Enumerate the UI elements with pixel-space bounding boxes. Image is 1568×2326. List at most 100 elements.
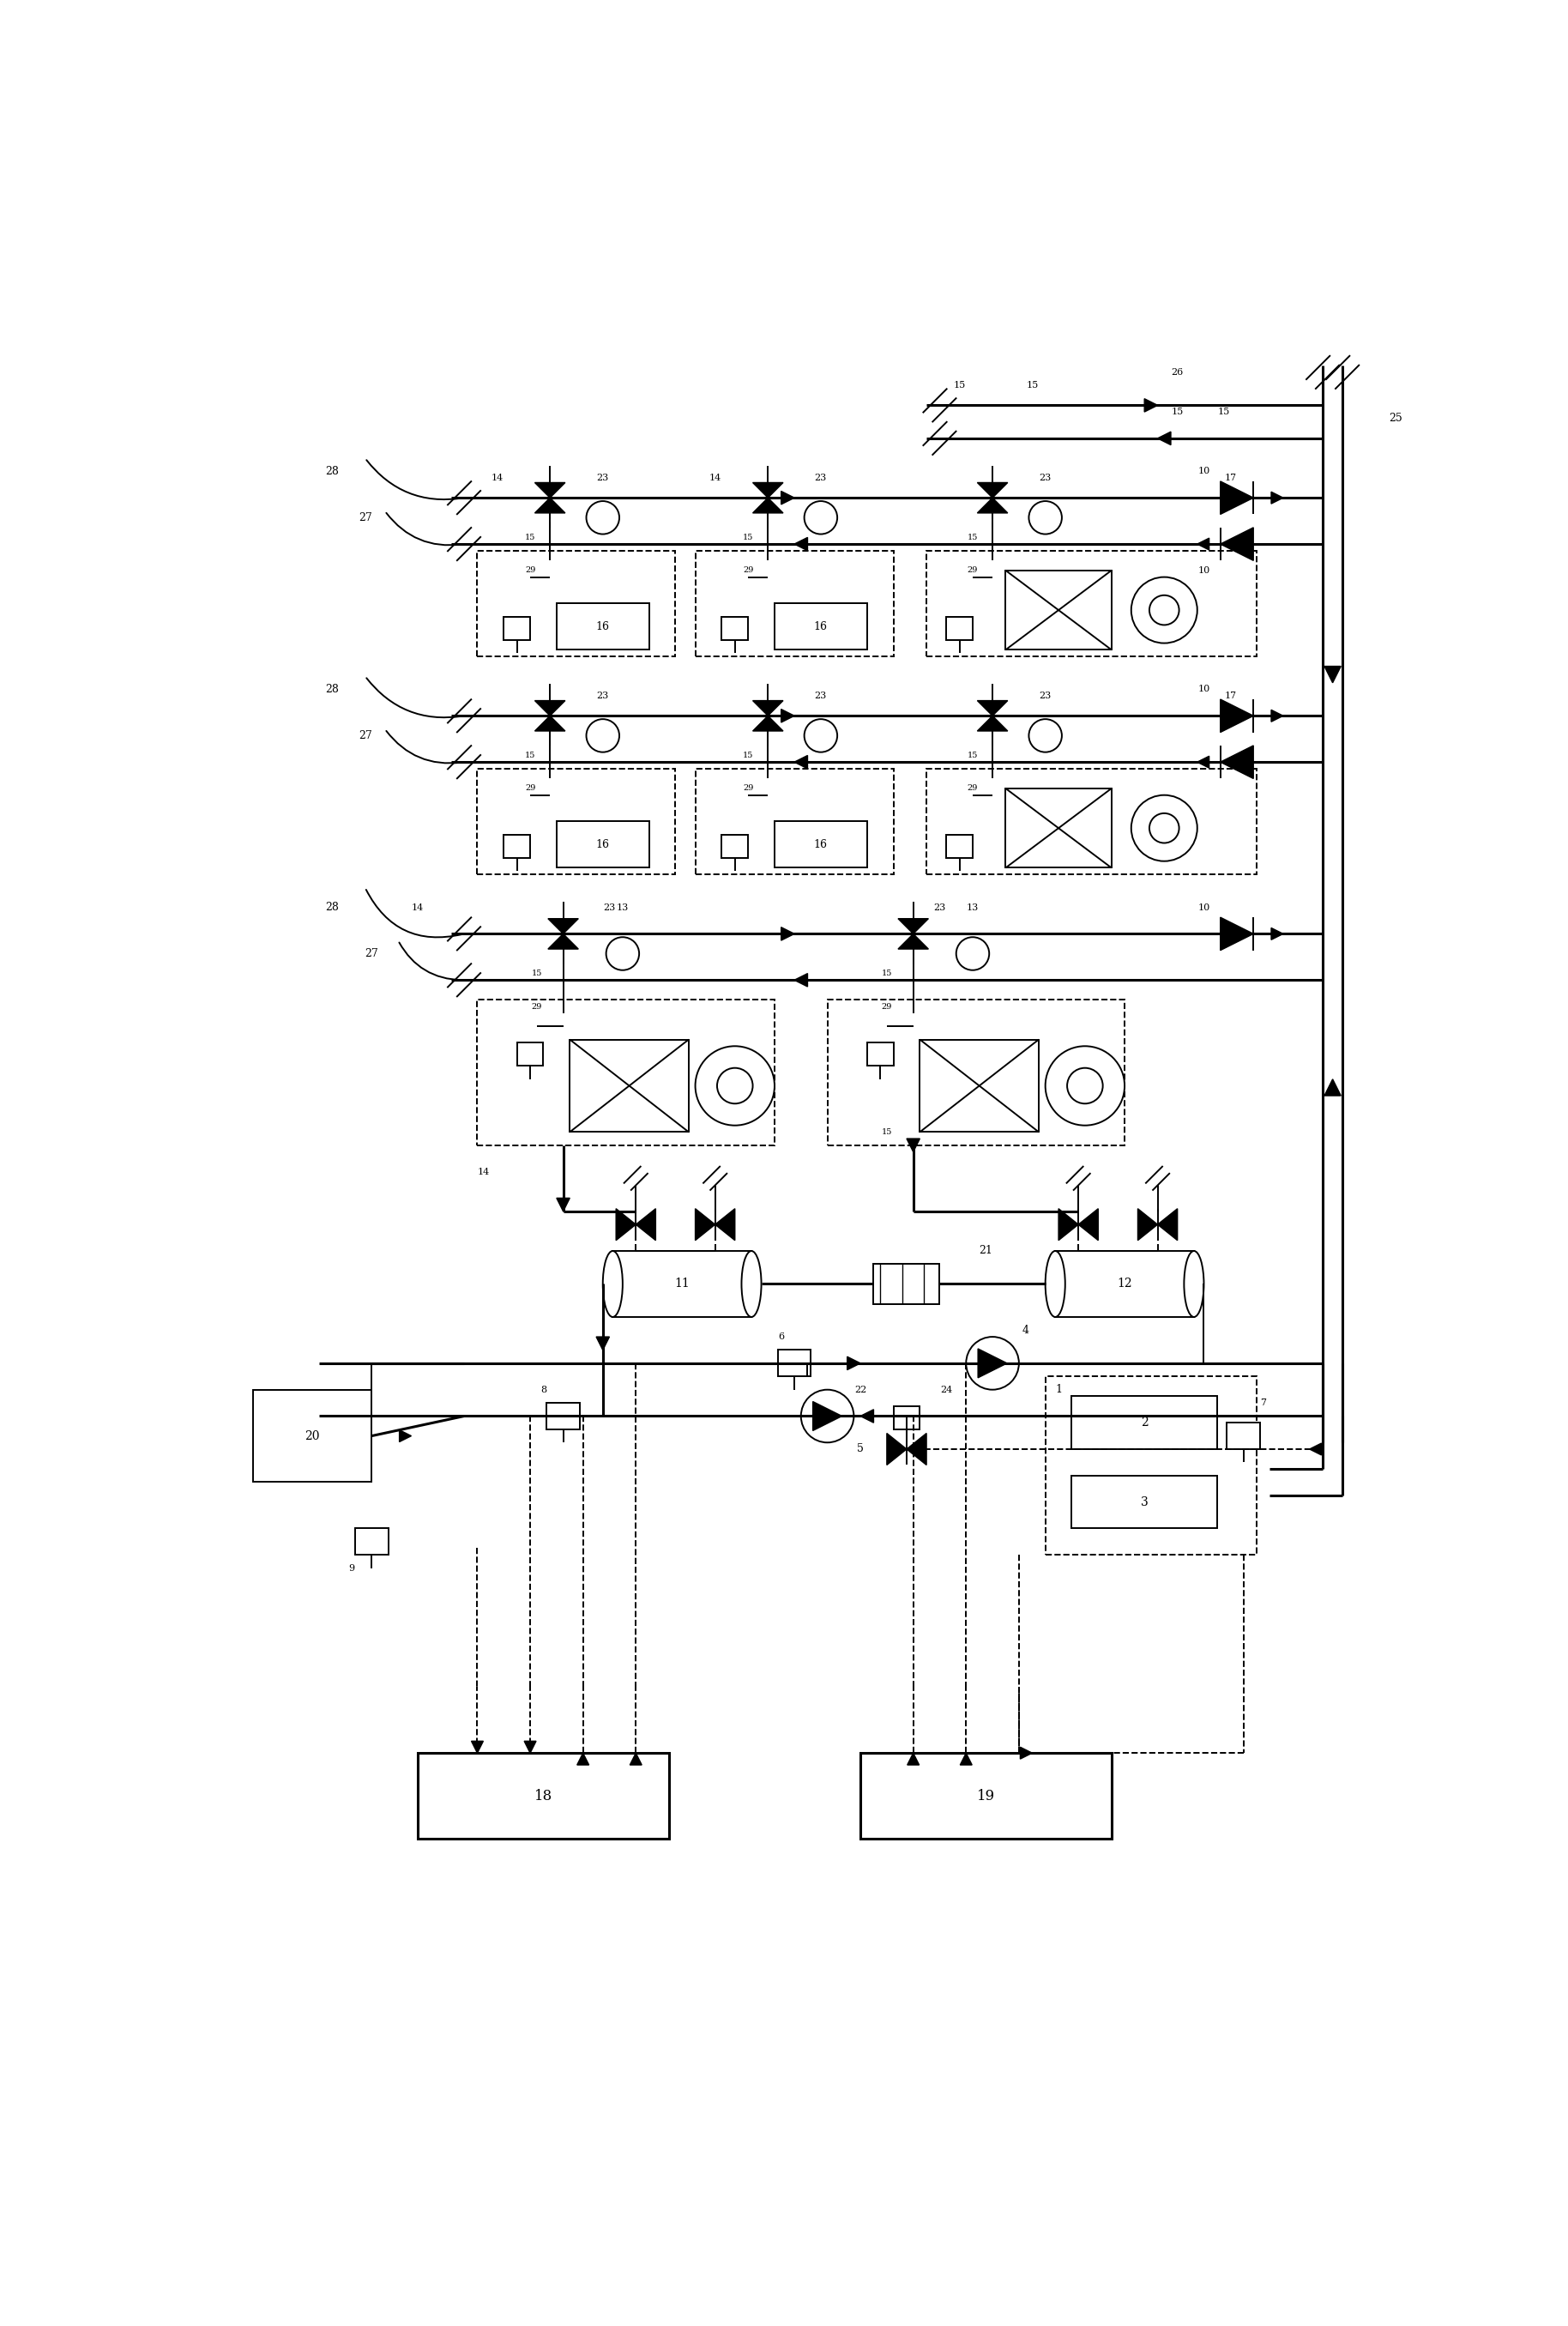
Polygon shape: [695, 1210, 715, 1240]
Polygon shape: [1058, 1210, 1079, 1240]
Bar: [1073, 1396, 1217, 1449]
Bar: [695, 768, 894, 875]
Polygon shape: [781, 491, 795, 505]
Text: 15: 15: [953, 381, 966, 391]
Text: 23: 23: [597, 475, 608, 481]
Circle shape: [1046, 1047, 1124, 1126]
Text: 7: 7: [1261, 1398, 1267, 1407]
Bar: [775, 602, 867, 649]
Polygon shape: [1198, 756, 1209, 768]
Bar: [873, 1263, 939, 1305]
Text: 17: 17: [1225, 475, 1236, 481]
Polygon shape: [577, 1754, 590, 1765]
Text: 13: 13: [616, 902, 629, 912]
Polygon shape: [1272, 491, 1283, 505]
Bar: [569, 1040, 688, 1133]
Circle shape: [695, 1047, 775, 1126]
Text: 15: 15: [532, 970, 543, 977]
Text: 22: 22: [855, 1386, 867, 1393]
Bar: [557, 821, 649, 868]
Bar: [354, 1528, 389, 1554]
Bar: [252, 1389, 372, 1482]
Polygon shape: [1220, 747, 1253, 779]
Circle shape: [966, 1337, 1019, 1389]
Bar: [1055, 1251, 1193, 1317]
Polygon shape: [1272, 709, 1283, 721]
Text: 15: 15: [967, 751, 978, 758]
Polygon shape: [753, 481, 782, 498]
Circle shape: [717, 1068, 753, 1103]
Bar: [920, 1040, 1038, 1133]
Polygon shape: [861, 1410, 873, 1424]
Bar: [721, 616, 748, 640]
Ellipse shape: [602, 1251, 622, 1317]
Text: 25: 25: [1389, 414, 1402, 423]
Text: 5: 5: [858, 1444, 864, 1454]
Polygon shape: [1220, 481, 1253, 514]
Circle shape: [804, 719, 837, 751]
Circle shape: [607, 937, 640, 970]
Polygon shape: [978, 1349, 1007, 1377]
Bar: [867, 1042, 894, 1065]
Text: 17: 17: [1225, 691, 1236, 700]
Polygon shape: [977, 700, 1008, 716]
Circle shape: [804, 500, 837, 535]
Bar: [861, 1754, 1112, 1840]
Text: 29: 29: [967, 568, 978, 575]
Polygon shape: [795, 975, 808, 986]
Polygon shape: [1198, 537, 1209, 549]
Text: 18: 18: [535, 1789, 552, 1803]
Text: 15: 15: [1218, 407, 1229, 416]
Circle shape: [1149, 595, 1179, 626]
Text: 23: 23: [597, 691, 608, 700]
Bar: [477, 1000, 775, 1144]
Text: 29: 29: [743, 784, 754, 793]
Bar: [1046, 1377, 1256, 1554]
Polygon shape: [977, 481, 1008, 498]
Circle shape: [586, 500, 619, 535]
Text: 27: 27: [365, 949, 378, 958]
Bar: [477, 551, 676, 656]
Polygon shape: [715, 1210, 735, 1240]
Polygon shape: [535, 716, 564, 730]
Polygon shape: [812, 1403, 842, 1430]
Text: 10: 10: [1198, 902, 1210, 912]
Polygon shape: [535, 700, 564, 716]
Polygon shape: [753, 498, 782, 514]
Polygon shape: [524, 1742, 536, 1754]
Polygon shape: [1220, 700, 1253, 733]
Bar: [503, 616, 530, 640]
Text: 10: 10: [1198, 686, 1210, 693]
Text: 4: 4: [1022, 1323, 1029, 1335]
Bar: [695, 551, 894, 656]
Polygon shape: [977, 498, 1008, 514]
Text: 24: 24: [941, 1386, 952, 1393]
Text: 23: 23: [1040, 691, 1052, 700]
Polygon shape: [400, 1430, 411, 1442]
Text: 15: 15: [1025, 381, 1038, 391]
Bar: [419, 1754, 670, 1840]
Polygon shape: [547, 933, 579, 949]
Text: 16: 16: [596, 621, 610, 633]
Text: 26: 26: [1171, 368, 1184, 377]
Text: 6: 6: [778, 1333, 784, 1342]
Polygon shape: [781, 709, 795, 723]
Text: 14: 14: [709, 475, 721, 481]
Polygon shape: [1157, 433, 1171, 444]
Bar: [557, 602, 649, 649]
Polygon shape: [630, 1754, 641, 1765]
Text: 16: 16: [814, 840, 828, 851]
Text: 27: 27: [358, 730, 372, 742]
Polygon shape: [1272, 928, 1283, 940]
Polygon shape: [1220, 528, 1253, 561]
Polygon shape: [781, 928, 795, 940]
Text: 21: 21: [978, 1244, 993, 1256]
Polygon shape: [616, 1210, 637, 1240]
Text: 28: 28: [325, 902, 339, 914]
Text: 11: 11: [674, 1277, 690, 1291]
Text: 13: 13: [966, 902, 978, 912]
Text: 10: 10: [1198, 468, 1210, 475]
Polygon shape: [898, 933, 928, 949]
Polygon shape: [547, 919, 579, 933]
Text: 16: 16: [814, 621, 828, 633]
